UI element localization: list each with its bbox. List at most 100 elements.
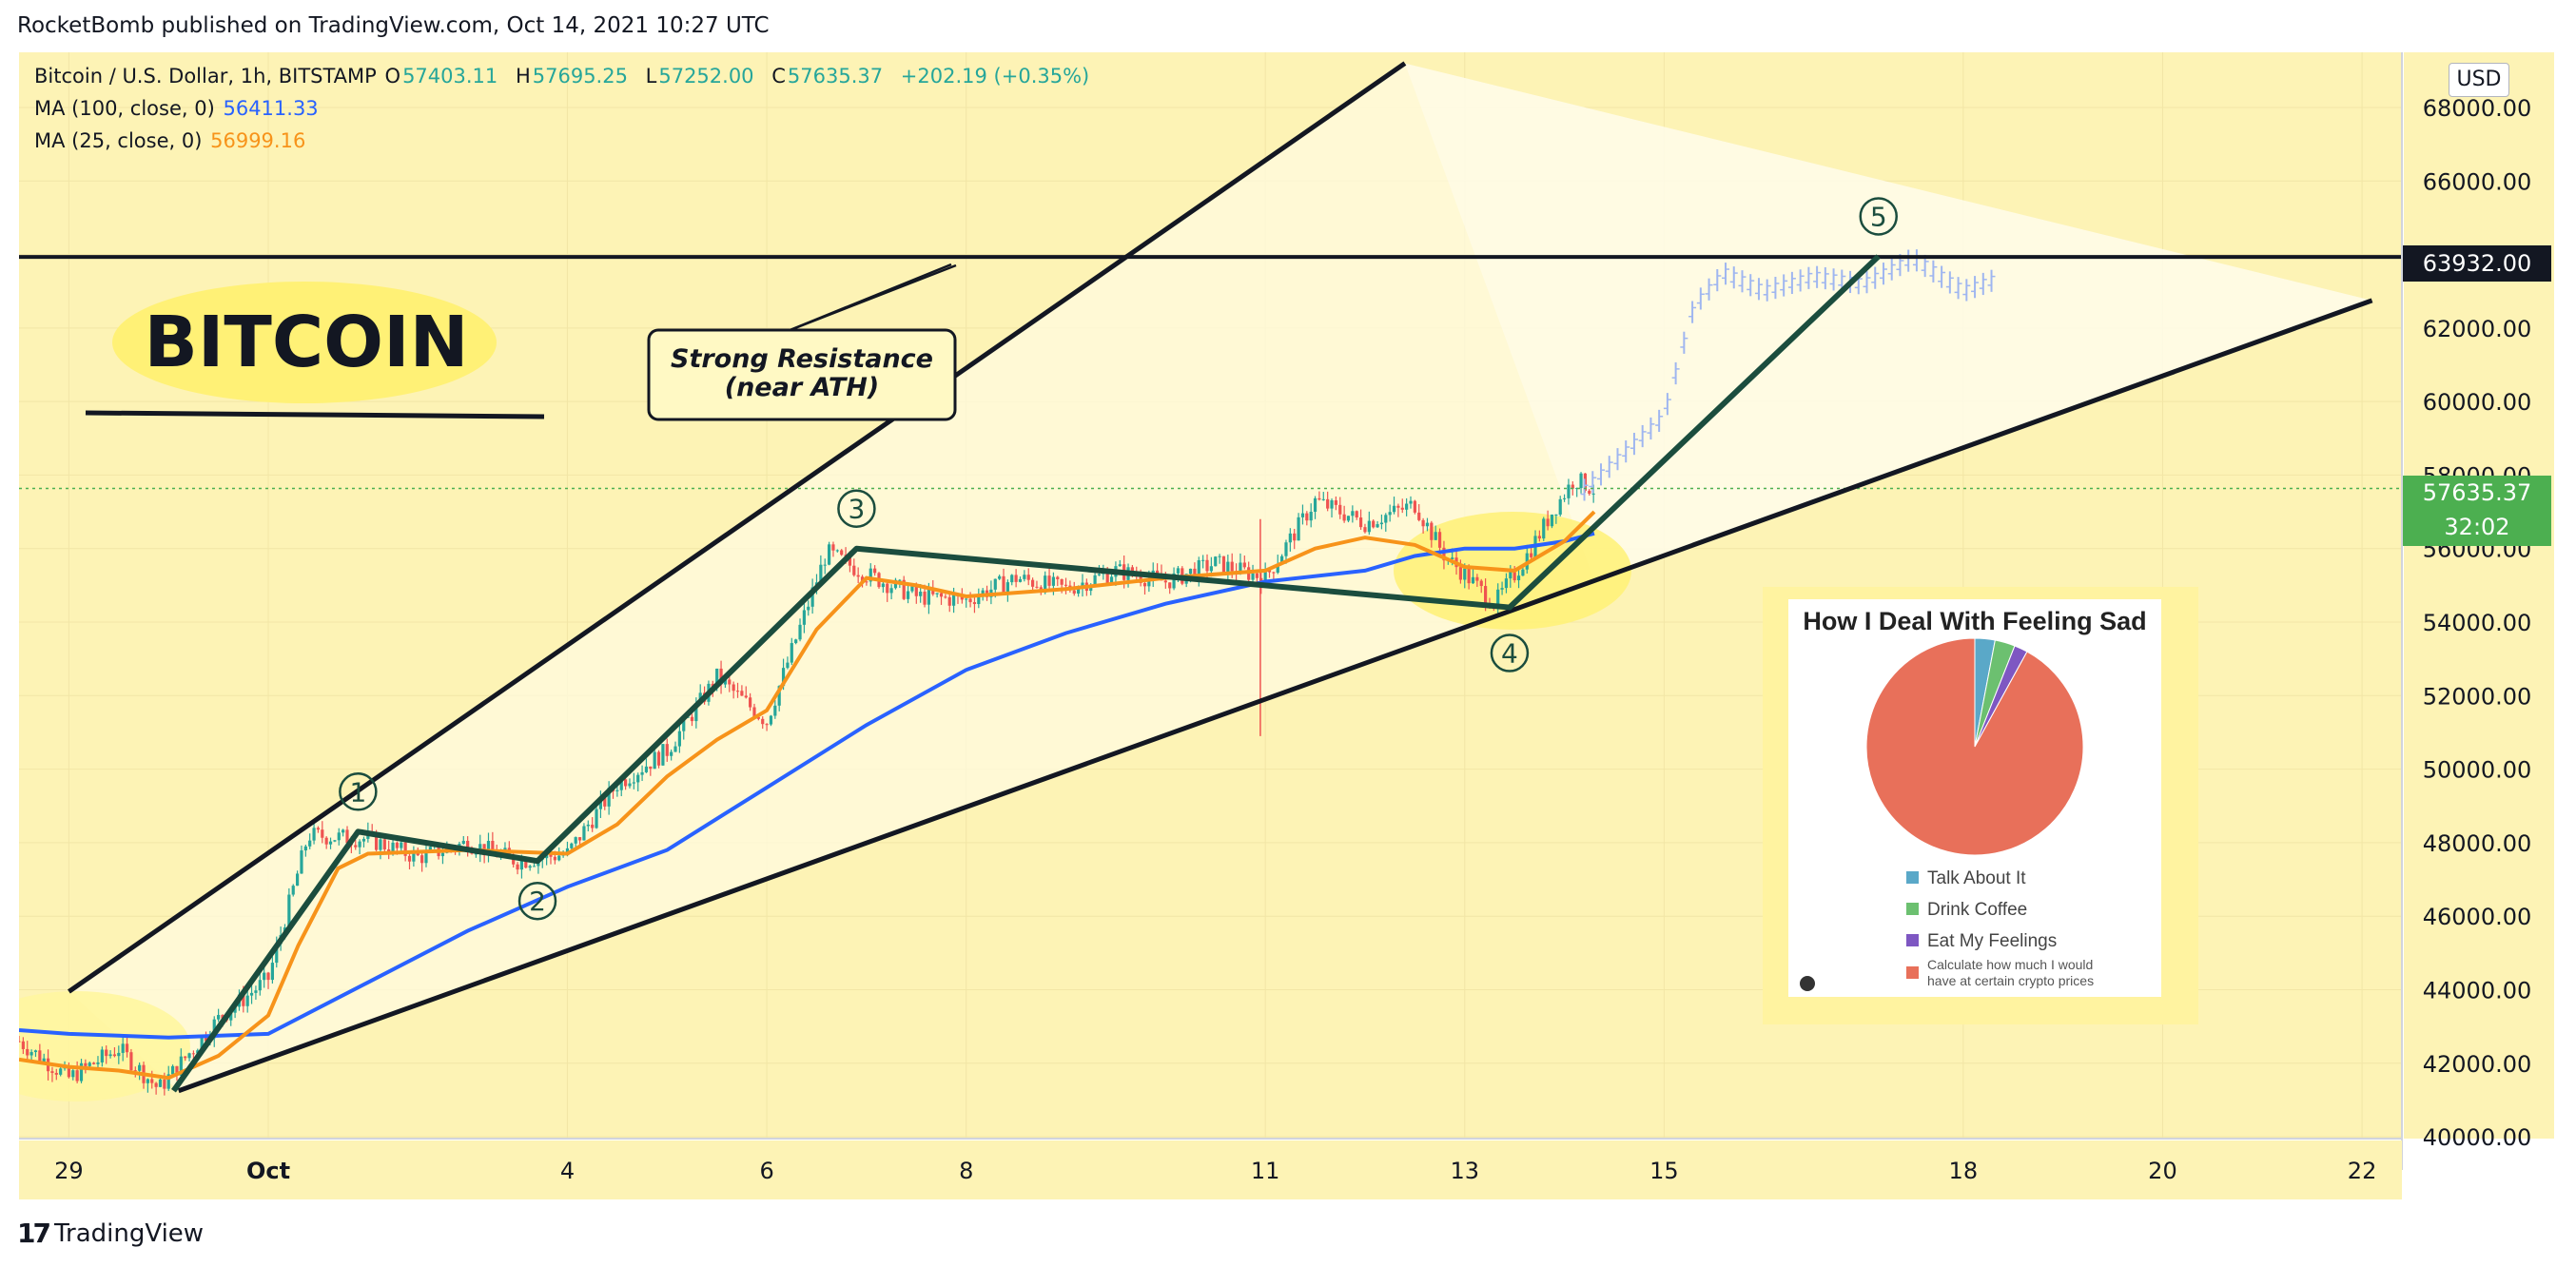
candle-body [694,702,698,722]
time-axis[interactable]: 29 Oct 4 6 8 11 13 15 18 20 22 [54,1158,2376,1184]
candle-body [158,1079,163,1087]
ma25-label: MA (25, close, 0) [34,129,203,152]
ma25-legend[interactable]: MA (25, close, 0) 56999.16 [34,129,307,152]
candle-body [1218,556,1221,557]
candle-body [79,1062,84,1082]
candle-body [1305,513,1309,521]
price-tick-label: 52000.00 [2423,683,2532,710]
candle-body [1272,572,1276,574]
candle-body [865,581,868,583]
ma25-line [19,510,1596,1081]
candle-body [528,866,532,868]
candle-body [577,837,582,841]
candle-body [42,1058,46,1062]
candle-body [640,771,644,775]
elliott-wave-line[interactable] [171,254,1881,1093]
candle-body [619,779,623,790]
candle-body [665,744,669,756]
meme-legend-swatch-talk [1906,871,1919,884]
upper-channel-line[interactable] [67,61,1407,994]
candle-body [1409,500,1413,504]
currency-button[interactable]: USD [2449,63,2509,97]
candle-body [400,842,403,848]
candle-body [342,829,345,833]
candle-body [549,853,553,857]
ma100-legend[interactable]: MA (100, close, 0) 56411.33 [34,97,321,120]
candle-body [656,751,661,766]
wave-label-circle-3 [837,489,876,528]
callout-line1: Strong Resistance [671,344,933,374]
candle-body [146,1079,149,1083]
wave-label-2: 2 [529,886,546,917]
candle-body [802,610,806,625]
candle-body [1442,547,1446,561]
candle-body [38,1050,42,1062]
candle-body [125,1043,129,1053]
meme-legend-talk: Talk About It [1927,868,2026,888]
candle-body [1109,576,1114,583]
last-price-value: 57635.37 [2422,479,2532,506]
candle-body [827,544,831,565]
candle-body [690,716,694,722]
price-tick-label: 42000.00 [2423,1051,2532,1078]
candle-body [765,724,769,726]
candle-body [1035,586,1039,588]
candle-body [412,850,416,862]
candle-body [354,845,358,848]
candle-body [898,579,902,581]
symbol-name[interactable]: Bitcoin / U.S. Dollar, 1h, BITSTAMP [34,65,377,88]
meme-title: How I Deal With Feeling Sad [1803,607,2146,635]
meme-legend-coffee: Drink Coffee [1927,900,2027,920]
wave-label-5: 5 [1870,201,1887,232]
candle-body [1051,576,1056,586]
low-label: L [645,65,657,88]
candle-body [603,798,607,807]
candle-body [931,589,935,595]
candle-body [1413,500,1416,513]
candle-body [1014,575,1018,582]
candle-body [88,1062,91,1066]
tradingview-brand: TradingView [53,1218,205,1248]
candle-body [407,855,412,862]
candle-body [303,846,307,851]
candle-body [715,668,719,689]
candle-body [1588,490,1591,495]
lower-channel-line[interactable] [177,298,2373,1094]
tradingview-logo[interactable]: 17 TradingView [17,1218,204,1249]
publisher-text: RocketBomb published on TradingView.com,… [17,13,770,38]
candle-body [1579,473,1583,489]
candle-body [998,575,1002,579]
candle-body [607,788,611,807]
candle-body [807,606,810,611]
candle-body [50,1071,54,1073]
candle-body [1297,517,1300,541]
candle-body [570,843,574,848]
candle-body [1214,556,1218,567]
candle-body [1396,505,1400,508]
candle-body [1293,533,1297,541]
wave-label-4: 4 [1501,638,1518,670]
candle-body [1242,562,1246,568]
high-label: H [515,65,531,88]
candle-body [1530,553,1533,557]
candle-body [258,980,262,991]
candle-body [856,575,860,577]
candle-body [1097,574,1102,575]
candle-body [1475,576,1479,581]
candle-body [67,1065,71,1078]
candle-body [1451,557,1454,559]
price-tick-label: 48000.00 [2423,830,2532,857]
candle-body [972,602,977,605]
candle-body [1562,497,1567,499]
candle-body [927,589,931,605]
candle-body [723,679,728,685]
ma100-line [19,531,1595,1040]
price-tick-label: 44000.00 [2423,977,2532,1004]
candle-body [1463,568,1467,580]
callout-line2: (near ATH) [725,373,879,402]
candle-body [1542,518,1546,539]
candle-body [761,718,765,725]
candle-body [735,691,740,692]
candle-body [1372,520,1376,528]
